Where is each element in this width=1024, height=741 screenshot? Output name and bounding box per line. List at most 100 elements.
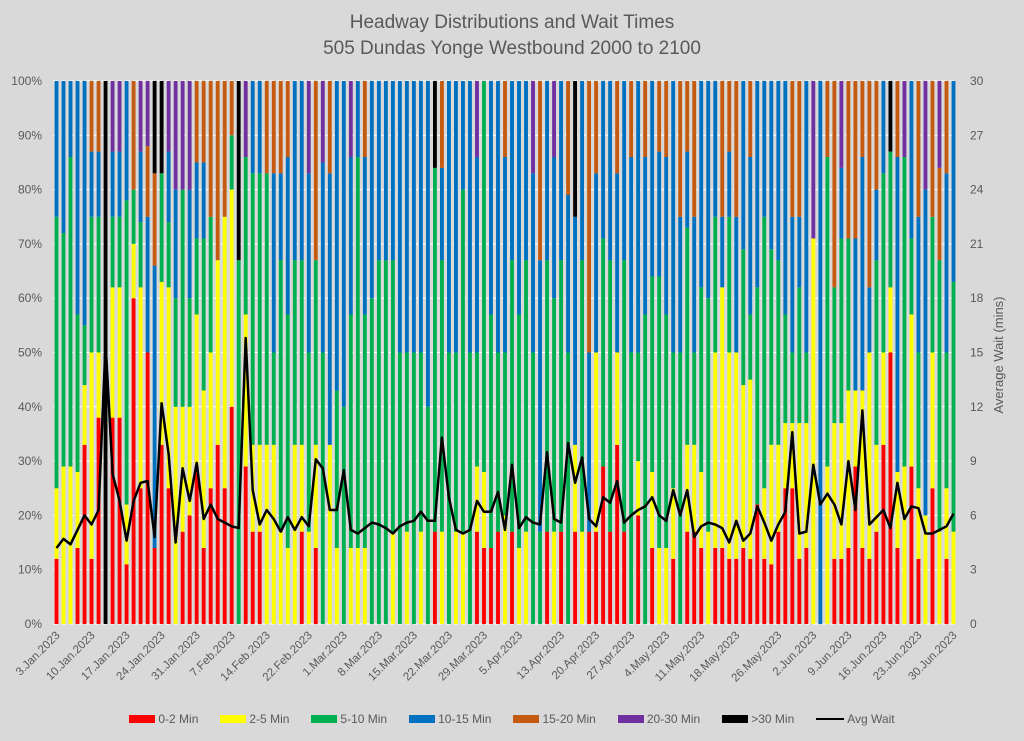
bar-segment-10-15-min [524,81,528,261]
bar-segment-5-10-min [503,352,507,516]
bar-segment-0-2-min [867,558,872,624]
right-tick-label: 3 [970,563,977,577]
bar-segment-10-15-min [853,238,858,391]
bar-segment-15-20-min [587,81,592,353]
bar-segment-10-15-min [818,81,823,624]
bar-segment-10-15-min [292,81,297,261]
bar-segment-5-10-min [110,216,115,288]
bar-segment-10-15-min [608,81,613,261]
bar-segment-10-15-min [860,157,865,391]
bar-segment-20-30-min [187,81,192,190]
bar-segment-5-10-min [362,314,367,548]
bar-segment-20-30-min [937,81,942,168]
bar-segment-2-5-min [713,352,718,548]
bar-segment-0-2-min [622,531,627,624]
left-tick-label: 20% [18,508,42,522]
bar-segment-5-10-min [355,157,360,548]
bar-segment-2-5-min [166,287,171,489]
bar-segment-15-20-min [131,81,136,190]
bar-segment-2-5-min [944,488,949,559]
left-tick-label: 100% [11,74,42,88]
bar-segment-20-30-min [923,81,928,190]
bar-segment-10-15-min [201,162,206,239]
bar-segment-15-20-min [215,81,220,261]
bar-segment--30-min [888,81,893,152]
bar-segment-15-20-min [96,81,101,152]
bar-segment-2-5-min [187,406,192,516]
bar-segment-5-10-min [538,531,542,624]
bar-segment-15-20-min [313,81,318,261]
bar-segment-10-15-min [376,81,381,261]
right-axis-ticks: 0 3 6 9 12 15 18 21 24 27 30 [970,74,984,631]
bar-segment-5-10-min [937,260,942,532]
bar-segment-0-2-min [110,417,115,624]
bar-segment-5-10-min [131,189,136,244]
bar-segment-5-10-min [699,287,704,472]
bar-segment-5-10-min [832,287,837,424]
bar-segment-20-30-min [552,81,556,158]
chart-title-block: Headway Distributions and Wait Times 505… [0,10,1024,62]
bar-segment-10-15-min [657,151,662,277]
bar-segment-20-30-min [531,81,535,174]
bar-segment-15-20-min [278,81,283,174]
bar-segment-10-15-min [299,81,304,261]
bar-segment-20-30-min [166,81,171,152]
bar-segment-10-15-min [383,81,388,261]
bar-segment-2-5-min [264,444,269,624]
bar-segment-0-2-min [741,547,746,624]
bar-segment-0-2-min [89,558,94,624]
bar-segment-2-5-min [657,547,662,624]
bar-segment-5-10-min [888,151,893,288]
bar-segment-10-15-min [166,151,171,223]
bar-segment-10-15-min [369,81,374,299]
bar-segment-15-20-min [734,81,739,217]
bar-segment-2-5-min [327,444,332,624]
bar-segment-10-15-min [706,81,711,299]
bar-segment-10-15-min [650,81,655,277]
bar-segment-15-20-min [229,81,234,136]
bar-segment-10-15-min [790,216,795,353]
left-tick-label: 70% [18,237,42,251]
bar-segment-2-5-min [727,352,732,559]
bar-segment-5-10-min [489,314,493,548]
bar-segment-2-5-min [720,287,725,548]
bar-segment-0-2-min [432,531,437,624]
right-tick-label: 24 [970,183,984,197]
bar-segment-10-15-min [783,81,788,315]
bar-segment-15-20-min [285,81,290,158]
bar-segment-5-10-min [916,352,921,489]
right-tick-label: 0 [970,617,977,631]
bar-segment-5-10-min [930,216,935,353]
bar-segment-2-5-min [853,390,858,467]
bar-segment-5-10-min [804,352,809,424]
bar-segment-0-2-min [853,466,858,624]
bar-segment-5-10-min [706,298,711,532]
bar-segment-0-2-min [846,547,851,624]
bar-segment-2-5-min [930,352,935,489]
bar-segment-10-15-min [68,81,73,158]
bar-segment-5-10-min [909,238,914,315]
bar-segment-0-2-min [881,444,886,624]
bar-segment-5-10-min [825,157,830,467]
bar-segment-10-15-min [145,216,150,353]
bar-segment-2-5-min [454,531,458,624]
left-axis-ticks: 0% 10% 20% 30% 40% 50% 60% 70% 80% 90% 100% [11,74,42,631]
bar-segment-2-5-min [741,385,746,548]
bar-segment-5-10-min [229,135,234,190]
bar-segment-0-2-min [713,547,718,624]
bar-segment-10-15-min [138,151,143,223]
right-tick-label: 21 [970,237,984,251]
bar-segment-5-10-min [881,173,886,353]
bar-segment-10-15-min [327,173,332,445]
bar-segment-10-15-min [755,81,760,288]
bar-segment-0-2-min [257,531,262,624]
bar-segment-5-10-min [839,238,844,424]
bar-segment-10-15-min [418,81,423,353]
bar-segment-0-2-min [874,531,879,624]
bar-segment-10-15-min [727,151,732,217]
bar-segment-10-15-min [601,81,606,239]
bar-segment-10-15-min [594,173,599,353]
legend-item: 0-2 Min [129,712,198,726]
bar-segment-5-10-min [468,352,472,624]
bar-segment-10-15-min [341,81,346,407]
